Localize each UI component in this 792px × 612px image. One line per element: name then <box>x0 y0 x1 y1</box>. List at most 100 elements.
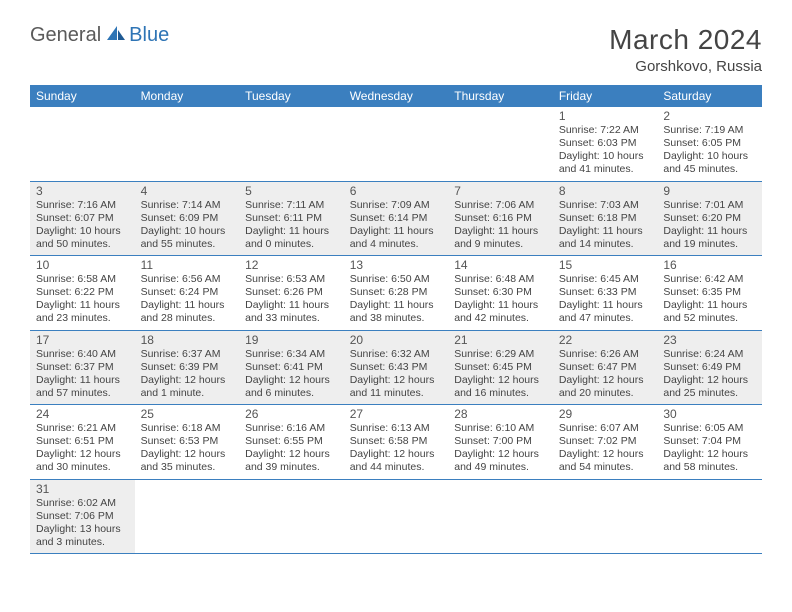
sun-info: Sunrise: 6:48 AMSunset: 6:30 PMDaylight:… <box>454 273 547 326</box>
calendar-cell: 29Sunrise: 6:07 AMSunset: 7:02 PMDayligh… <box>553 405 658 480</box>
calendar-cell <box>30 107 135 181</box>
sun-info: Sunrise: 6:42 AMSunset: 6:35 PMDaylight:… <box>663 273 756 326</box>
calendar-cell: 25Sunrise: 6:18 AMSunset: 6:53 PMDayligh… <box>135 405 240 480</box>
day-number: 16 <box>663 258 756 272</box>
day-number: 27 <box>350 407 443 421</box>
calendar-cell <box>448 107 553 181</box>
col-friday: Friday <box>553 85 658 107</box>
col-thursday: Thursday <box>448 85 553 107</box>
calendar-table: Sunday Monday Tuesday Wednesday Thursday… <box>30 85 762 554</box>
calendar-cell: 5Sunrise: 7:11 AMSunset: 6:11 PMDaylight… <box>239 181 344 256</box>
calendar-cell: 13Sunrise: 6:50 AMSunset: 6:28 PMDayligh… <box>344 256 449 331</box>
calendar-cell <box>239 107 344 181</box>
calendar-cell: 28Sunrise: 6:10 AMSunset: 7:00 PMDayligh… <box>448 405 553 480</box>
calendar-cell: 22Sunrise: 6:26 AMSunset: 6:47 PMDayligh… <box>553 330 658 405</box>
sun-info: Sunrise: 6:18 AMSunset: 6:53 PMDaylight:… <box>141 422 234 475</box>
header: General Blue March 2024 Gorshkovo, Russi… <box>30 24 762 75</box>
header-row: Sunday Monday Tuesday Wednesday Thursday… <box>30 85 762 107</box>
title-block: March 2024 Gorshkovo, Russia <box>609 24 762 75</box>
sun-info: Sunrise: 7:01 AMSunset: 6:20 PMDaylight:… <box>663 199 756 252</box>
logo-text-blue: Blue <box>129 24 169 47</box>
day-number: 2 <box>663 109 756 123</box>
day-number: 13 <box>350 258 443 272</box>
calendar-cell <box>135 479 240 554</box>
calendar-cell: 14Sunrise: 6:48 AMSunset: 6:30 PMDayligh… <box>448 256 553 331</box>
day-number: 14 <box>454 258 547 272</box>
day-number: 23 <box>663 333 756 347</box>
day-number: 29 <box>559 407 652 421</box>
calendar-cell: 17Sunrise: 6:40 AMSunset: 6:37 PMDayligh… <box>30 330 135 405</box>
calendar-row: 10Sunrise: 6:58 AMSunset: 6:22 PMDayligh… <box>30 256 762 331</box>
calendar-cell: 8Sunrise: 7:03 AMSunset: 6:18 PMDaylight… <box>553 181 658 256</box>
calendar-cell: 20Sunrise: 6:32 AMSunset: 6:43 PMDayligh… <box>344 330 449 405</box>
calendar-cell: 6Sunrise: 7:09 AMSunset: 6:14 PMDaylight… <box>344 181 449 256</box>
day-number: 7 <box>454 184 547 198</box>
sun-info: Sunrise: 7:03 AMSunset: 6:18 PMDaylight:… <box>559 199 652 252</box>
col-saturday: Saturday <box>657 85 762 107</box>
sun-info: Sunrise: 6:24 AMSunset: 6:49 PMDaylight:… <box>663 348 756 401</box>
col-wednesday: Wednesday <box>344 85 449 107</box>
day-number: 5 <box>245 184 338 198</box>
calendar-cell: 24Sunrise: 6:21 AMSunset: 6:51 PMDayligh… <box>30 405 135 480</box>
sun-info: Sunrise: 6:21 AMSunset: 6:51 PMDaylight:… <box>36 422 129 475</box>
calendar-cell: 4Sunrise: 7:14 AMSunset: 6:09 PMDaylight… <box>135 181 240 256</box>
calendar-cell <box>448 479 553 554</box>
calendar-cell: 21Sunrise: 6:29 AMSunset: 6:45 PMDayligh… <box>448 330 553 405</box>
calendar-cell: 9Sunrise: 7:01 AMSunset: 6:20 PMDaylight… <box>657 181 762 256</box>
day-number: 3 <box>36 184 129 198</box>
day-number: 11 <box>141 258 234 272</box>
month-title: March 2024 <box>609 24 762 56</box>
day-number: 9 <box>663 184 756 198</box>
sun-info: Sunrise: 6:02 AMSunset: 7:06 PMDaylight:… <box>36 497 129 550</box>
calendar-cell: 30Sunrise: 6:05 AMSunset: 7:04 PMDayligh… <box>657 405 762 480</box>
calendar-cell: 16Sunrise: 6:42 AMSunset: 6:35 PMDayligh… <box>657 256 762 331</box>
calendar-cell <box>657 479 762 554</box>
sun-info: Sunrise: 6:45 AMSunset: 6:33 PMDaylight:… <box>559 273 652 326</box>
sun-info: Sunrise: 6:56 AMSunset: 6:24 PMDaylight:… <box>141 273 234 326</box>
calendar-row: 3Sunrise: 7:16 AMSunset: 6:07 PMDaylight… <box>30 181 762 256</box>
calendar-cell <box>553 479 658 554</box>
day-number: 30 <box>663 407 756 421</box>
day-number: 18 <box>141 333 234 347</box>
calendar-cell: 12Sunrise: 6:53 AMSunset: 6:26 PMDayligh… <box>239 256 344 331</box>
calendar-row: 24Sunrise: 6:21 AMSunset: 6:51 PMDayligh… <box>30 405 762 480</box>
calendar-cell: 7Sunrise: 7:06 AMSunset: 6:16 PMDaylight… <box>448 181 553 256</box>
col-tuesday: Tuesday <box>239 85 344 107</box>
sun-info: Sunrise: 6:29 AMSunset: 6:45 PMDaylight:… <box>454 348 547 401</box>
day-number: 8 <box>559 184 652 198</box>
day-number: 4 <box>141 184 234 198</box>
day-number: 17 <box>36 333 129 347</box>
sun-info: Sunrise: 6:32 AMSunset: 6:43 PMDaylight:… <box>350 348 443 401</box>
sun-info: Sunrise: 7:22 AMSunset: 6:03 PMDaylight:… <box>559 124 652 177</box>
sun-info: Sunrise: 6:53 AMSunset: 6:26 PMDaylight:… <box>245 273 338 326</box>
day-number: 22 <box>559 333 652 347</box>
sun-info: Sunrise: 6:13 AMSunset: 6:58 PMDaylight:… <box>350 422 443 475</box>
sun-info: Sunrise: 6:05 AMSunset: 7:04 PMDaylight:… <box>663 422 756 475</box>
calendar-cell: 1Sunrise: 7:22 AMSunset: 6:03 PMDaylight… <box>553 107 658 181</box>
calendar-cell <box>239 479 344 554</box>
day-number: 10 <box>36 258 129 272</box>
calendar-cell <box>344 107 449 181</box>
sun-info: Sunrise: 7:06 AMSunset: 6:16 PMDaylight:… <box>454 199 547 252</box>
day-number: 1 <box>559 109 652 123</box>
day-number: 31 <box>36 482 129 496</box>
calendar-cell: 18Sunrise: 6:37 AMSunset: 6:39 PMDayligh… <box>135 330 240 405</box>
day-number: 12 <box>245 258 338 272</box>
calendar-cell: 26Sunrise: 6:16 AMSunset: 6:55 PMDayligh… <box>239 405 344 480</box>
calendar-cell <box>344 479 449 554</box>
location: Gorshkovo, Russia <box>609 58 762 75</box>
day-number: 6 <box>350 184 443 198</box>
day-number: 20 <box>350 333 443 347</box>
calendar-cell <box>135 107 240 181</box>
sun-info: Sunrise: 7:14 AMSunset: 6:09 PMDaylight:… <box>141 199 234 252</box>
day-number: 19 <box>245 333 338 347</box>
sun-info: Sunrise: 6:37 AMSunset: 6:39 PMDaylight:… <box>141 348 234 401</box>
sun-info: Sunrise: 6:10 AMSunset: 7:00 PMDaylight:… <box>454 422 547 475</box>
logo-text-general: General <box>30 24 101 47</box>
calendar-row: 1Sunrise: 7:22 AMSunset: 6:03 PMDaylight… <box>30 107 762 181</box>
sun-info: Sunrise: 7:19 AMSunset: 6:05 PMDaylight:… <box>663 124 756 177</box>
calendar-cell: 10Sunrise: 6:58 AMSunset: 6:22 PMDayligh… <box>30 256 135 331</box>
calendar-cell: 11Sunrise: 6:56 AMSunset: 6:24 PMDayligh… <box>135 256 240 331</box>
calendar-cell: 27Sunrise: 6:13 AMSunset: 6:58 PMDayligh… <box>344 405 449 480</box>
sun-info: Sunrise: 6:58 AMSunset: 6:22 PMDaylight:… <box>36 273 129 326</box>
